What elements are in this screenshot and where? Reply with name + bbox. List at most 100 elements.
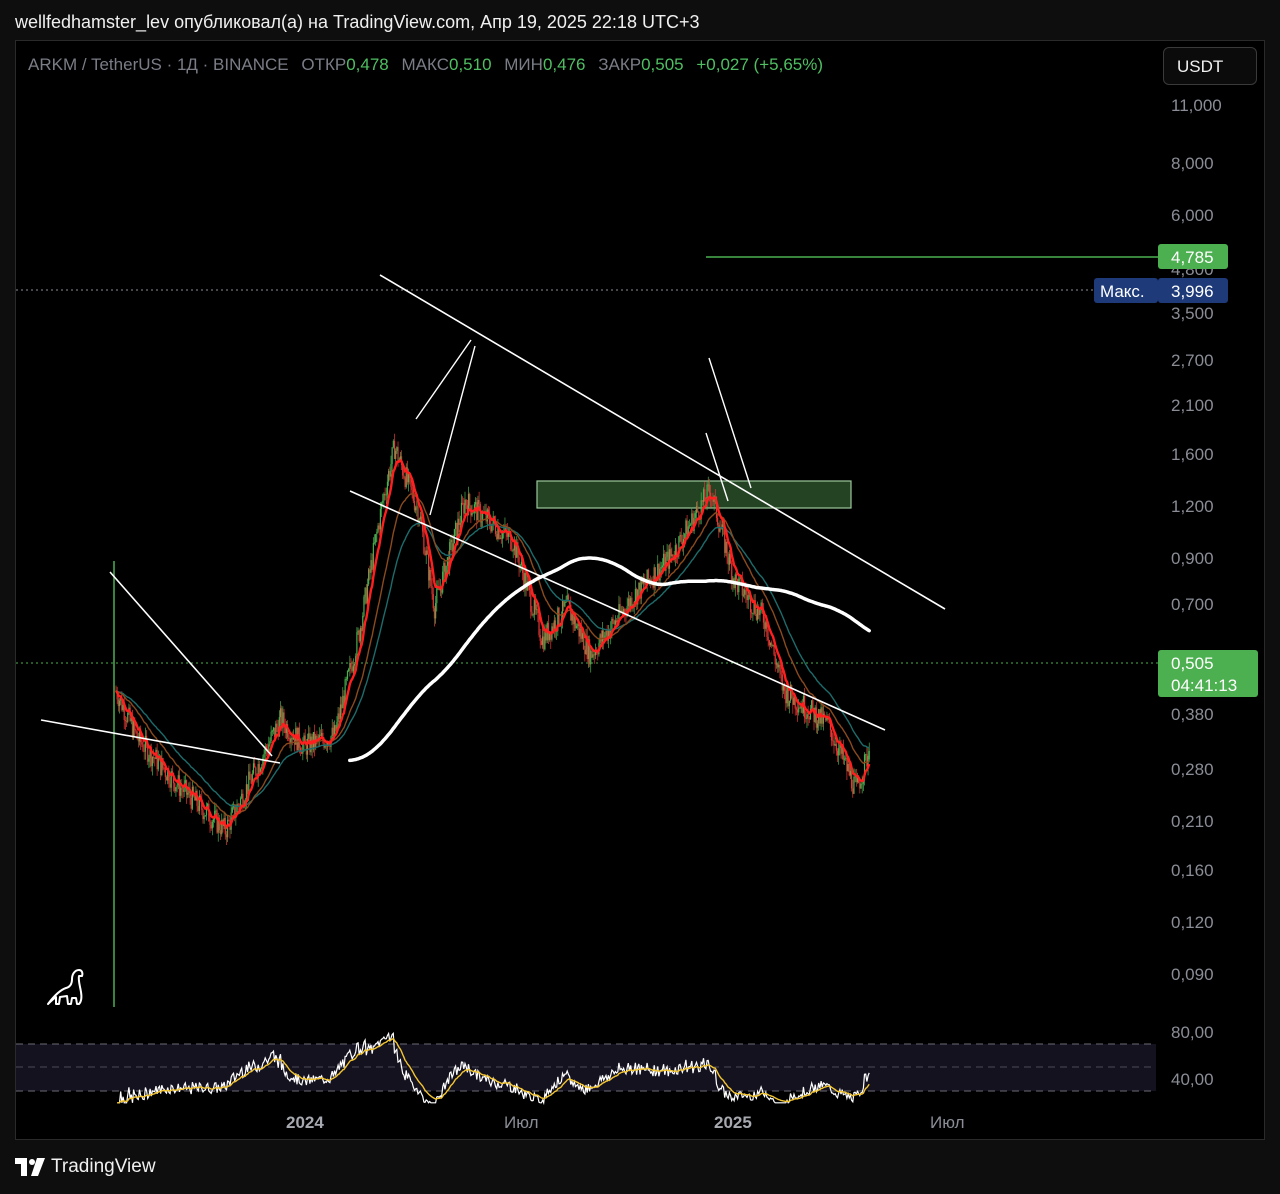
- price-tick: 3,500: [1171, 304, 1214, 323]
- candle-body: [168, 769, 170, 784]
- candle-body: [167, 769, 169, 781]
- candle-body: [149, 746, 151, 759]
- candle-body: [429, 569, 431, 581]
- price-chart-svg[interactable]: 11,000 8,000 6,000 4,800 3,500 2,700 2,1…: [16, 41, 1266, 1141]
- candle-body: [586, 636, 588, 660]
- candle-body: [363, 596, 365, 616]
- symbol-legend[interactable]: ARKM / TetherUS · 1Д · BINANCE ОТКР0,478…: [28, 55, 823, 75]
- candle-body: [160, 755, 162, 776]
- candle-body: [221, 819, 223, 835]
- candle-body: [583, 632, 585, 650]
- trendline-upper-wedge: [109, 571, 273, 757]
- candle-body: [412, 489, 414, 502]
- candle-body: [801, 705, 803, 713]
- candle-body: [188, 789, 190, 794]
- candle-body: [735, 574, 738, 580]
- candle-body: [478, 499, 480, 504]
- candle-body: [621, 610, 624, 613]
- candle-body: [137, 739, 139, 742]
- candle-body: [382, 500, 384, 503]
- time-axis[interactable]: 2024 Июл 2025 Июл: [286, 1113, 965, 1132]
- candle-body: [694, 513, 696, 518]
- candle-body: [460, 502, 463, 524]
- candle-body: [729, 553, 732, 564]
- candle-body: [751, 612, 753, 614]
- candle-body: [660, 567, 662, 569]
- currency-button[interactable]: USDT: [1163, 47, 1257, 85]
- candle-body: [383, 493, 385, 501]
- time-label-2025: 2025: [714, 1113, 752, 1132]
- candle-body: [752, 612, 754, 614]
- candle-body: [518, 557, 520, 569]
- ema-slow-line: [115, 522, 870, 808]
- candle-body: [572, 614, 574, 625]
- candle-body: [393, 440, 396, 459]
- tradingview-logo-icon: [15, 1158, 45, 1176]
- price-tick: 0,090: [1171, 965, 1214, 984]
- candle-body: [182, 789, 184, 792]
- candle-body: [520, 561, 523, 565]
- price-tick: 0,210: [1171, 812, 1214, 831]
- candle-body: [688, 525, 691, 527]
- ema-mid-line: [115, 493, 870, 818]
- candle-body: [424, 553, 426, 556]
- candle-body: [564, 602, 566, 607]
- ema-fast-line: [115, 458, 871, 830]
- candle-body: [453, 528, 456, 544]
- candle-body: [566, 595, 568, 602]
- candle-body: [171, 771, 174, 774]
- candle-body: [706, 484, 708, 504]
- candle-body: [606, 630, 608, 641]
- candle-body: [282, 712, 284, 728]
- price-tick: 11,000: [1171, 96, 1222, 115]
- candle-body: [276, 723, 278, 727]
- candle-body: [680, 534, 682, 542]
- candle-body: [191, 786, 193, 809]
- target-price-badge: 4,785: [1158, 244, 1228, 269]
- candle-body: [697, 506, 699, 512]
- candle-body: [776, 663, 779, 668]
- candle-body: [210, 824, 212, 829]
- candle-body: [310, 736, 312, 753]
- candle-body: [469, 493, 471, 506]
- change-value: +0,027 (+5,65%): [696, 55, 824, 74]
- candle-body: [712, 499, 714, 502]
- footer-brand[interactable]: TradingView: [15, 1156, 156, 1178]
- candle-body: [786, 687, 788, 704]
- candle-body: [289, 739, 291, 743]
- candle-body: [290, 737, 292, 743]
- candle-body: [154, 757, 156, 759]
- candle-body: [291, 737, 293, 740]
- candle-body: [530, 590, 532, 612]
- candle-body: [698, 511, 700, 520]
- candle-body: [796, 709, 799, 713]
- candle-body: [430, 569, 432, 587]
- candle-body: [175, 787, 177, 792]
- candle-body: [405, 467, 407, 487]
- candle-body: [396, 447, 398, 451]
- candle-body: [204, 815, 206, 817]
- dinosaur-icon[interactable]: [47, 969, 84, 1005]
- candle-body: [297, 727, 299, 751]
- candle-body: [627, 598, 629, 607]
- candle-body: [416, 506, 418, 508]
- candle-body: [715, 496, 718, 518]
- candle-body: [392, 440, 394, 448]
- candle-body: [288, 737, 290, 740]
- chart-pane[interactable]: 11,000 8,000 6,000 4,800 3,500 2,700 2,1…: [15, 40, 1265, 1140]
- candle-body: [133, 720, 135, 738]
- candle-body: [249, 771, 251, 780]
- trendline-small-c: [708, 357, 752, 489]
- candle-body: [759, 608, 761, 616]
- candle-body: [573, 615, 575, 625]
- last-price-text: 0,505: [1171, 654, 1214, 673]
- candle-body: [379, 508, 381, 530]
- candle-body: [516, 542, 518, 558]
- candle-body: [138, 729, 141, 742]
- candle-body: [141, 742, 143, 745]
- candle-body: [536, 609, 538, 611]
- candle-body: [355, 656, 357, 664]
- candle-body: [829, 719, 832, 730]
- candle-body: [496, 534, 498, 540]
- candle-body: [474, 502, 477, 505]
